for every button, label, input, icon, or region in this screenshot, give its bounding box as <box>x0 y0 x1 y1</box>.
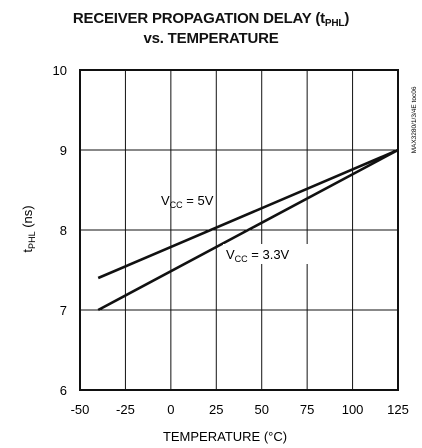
y-axis-label: tPHL (ns) <box>20 205 37 252</box>
chart-title-end: ) <box>344 10 350 27</box>
y-tick-label: 6 <box>60 383 67 398</box>
x-tick-label: -25 <box>116 402 135 417</box>
series-line-0 <box>97 148 399 280</box>
chart-title-line-1: RECEIVER PROPAGATION DELAY (tPHL) <box>0 10 422 29</box>
x-tick-label: 100 <box>342 402 364 417</box>
y-tick-label: 10 <box>53 63 67 78</box>
series-label-3v3-main: V <box>226 247 235 262</box>
figure-code: MAX3280/1/3/4E toc06 <box>411 86 418 153</box>
plot-frame <box>79 69 399 391</box>
x-tick-label: 50 <box>254 402 268 417</box>
y-axis-label-subscript: PHL <box>27 231 37 249</box>
y-tick-label: 9 <box>60 143 67 158</box>
series-label-3v3-subscript: CC <box>235 254 248 264</box>
x-tick-label: 25 <box>209 402 223 417</box>
chart-title-line-2: vs. TEMPERATURE <box>143 30 279 47</box>
y-axis-label-main: t <box>20 249 35 253</box>
series-label-3v3-end: = 3.3V <box>248 247 290 262</box>
y-tick-labels: 6 7 8 9 10 <box>53 63 67 398</box>
series-label-5v-main: V <box>161 193 170 208</box>
series-label-vcc-3v3: VCC = 3.3V <box>226 247 290 264</box>
series-label-3v3-background <box>223 244 315 264</box>
y-tick-label: 7 <box>60 303 67 318</box>
y-axis-label-end: (ns) <box>20 205 35 231</box>
chart-title-subscript: PHL <box>324 18 345 29</box>
x-tick-label: 125 <box>387 402 409 417</box>
series-label-5v-subscript: CC <box>170 200 183 210</box>
chart-title-main: RECEIVER PROPAGATION DELAY (t <box>72 10 325 27</box>
x-tick-labels: -50 -25 0 25 50 75 100 125 <box>71 402 409 417</box>
x-axis-label: TEMPERATURE (°C) <box>163 429 287 444</box>
y-tick-label: 8 <box>60 223 67 238</box>
grid <box>79 69 399 391</box>
series-label-vcc-5v: VCC = 5V <box>161 193 214 210</box>
x-tick-label: 0 <box>167 402 174 417</box>
series-line-1 <box>97 148 399 312</box>
x-tick-label: -50 <box>71 402 90 417</box>
x-tick-label: 75 <box>300 402 314 417</box>
series-lines <box>97 148 399 312</box>
series-label-5v-end: = 5V <box>183 193 214 208</box>
